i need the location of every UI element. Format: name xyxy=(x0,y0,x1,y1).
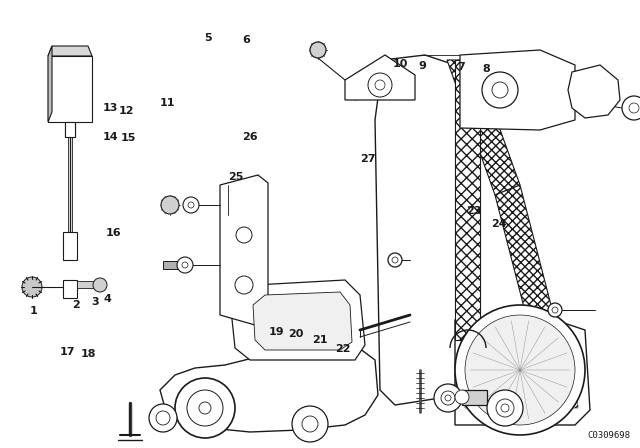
Polygon shape xyxy=(48,56,92,122)
Polygon shape xyxy=(465,326,578,408)
Circle shape xyxy=(161,196,179,214)
Circle shape xyxy=(375,80,385,90)
Text: 14: 14 xyxy=(102,132,118,142)
Circle shape xyxy=(455,305,585,435)
Text: 3: 3 xyxy=(91,297,99,306)
Text: 11: 11 xyxy=(160,98,175,108)
Polygon shape xyxy=(568,65,620,118)
Circle shape xyxy=(622,96,640,120)
Circle shape xyxy=(501,404,509,412)
Text: 9: 9 xyxy=(419,61,426,71)
Text: 24: 24 xyxy=(492,219,507,229)
Text: 1: 1 xyxy=(29,306,37,316)
Circle shape xyxy=(445,395,451,401)
Polygon shape xyxy=(495,185,560,350)
Circle shape xyxy=(629,103,639,113)
Text: 23: 23 xyxy=(466,206,481,215)
Polygon shape xyxy=(253,292,352,350)
Circle shape xyxy=(182,262,188,268)
Bar xyxy=(77,281,97,288)
Circle shape xyxy=(188,202,194,208)
Text: 7: 7 xyxy=(457,62,465,72)
Text: 27: 27 xyxy=(360,154,376,164)
Circle shape xyxy=(465,315,575,425)
Circle shape xyxy=(441,391,455,405)
Text: 18: 18 xyxy=(81,349,96,359)
Circle shape xyxy=(482,72,518,108)
Circle shape xyxy=(392,257,398,263)
Polygon shape xyxy=(375,55,460,405)
Text: 17: 17 xyxy=(60,347,75,357)
Circle shape xyxy=(68,242,74,248)
Circle shape xyxy=(487,390,523,426)
Polygon shape xyxy=(63,232,77,260)
Text: 19: 19 xyxy=(269,327,284,336)
Polygon shape xyxy=(447,60,520,195)
Circle shape xyxy=(548,303,562,317)
Circle shape xyxy=(183,197,199,213)
Text: 5: 5 xyxy=(204,33,212,43)
Polygon shape xyxy=(455,315,590,425)
Circle shape xyxy=(177,257,193,273)
Circle shape xyxy=(156,411,170,425)
Circle shape xyxy=(67,285,74,293)
Circle shape xyxy=(93,278,107,292)
Polygon shape xyxy=(230,280,365,360)
Text: 2: 2 xyxy=(72,300,79,310)
Circle shape xyxy=(388,253,402,267)
Circle shape xyxy=(492,82,508,98)
Text: 25: 25 xyxy=(228,172,243,182)
Polygon shape xyxy=(48,46,92,56)
Polygon shape xyxy=(220,175,268,325)
Circle shape xyxy=(310,42,326,58)
Text: 15: 15 xyxy=(120,133,136,143)
Circle shape xyxy=(235,276,253,294)
Text: C0309698: C0309698 xyxy=(587,431,630,440)
Circle shape xyxy=(496,399,514,417)
Circle shape xyxy=(292,406,328,442)
Polygon shape xyxy=(160,340,378,432)
Circle shape xyxy=(236,227,252,243)
Bar xyxy=(63,280,77,298)
Bar xyxy=(163,261,183,269)
Polygon shape xyxy=(65,122,75,137)
Polygon shape xyxy=(345,55,415,100)
Circle shape xyxy=(149,404,177,432)
Circle shape xyxy=(434,384,462,412)
Circle shape xyxy=(187,390,223,426)
Circle shape xyxy=(175,378,235,438)
Text: 6: 6 xyxy=(243,35,250,45)
Bar xyxy=(462,390,487,405)
Circle shape xyxy=(302,416,318,432)
Text: 16: 16 xyxy=(106,228,122,238)
Text: 13: 13 xyxy=(102,103,118,113)
Circle shape xyxy=(455,390,469,404)
Text: 12: 12 xyxy=(119,106,134,116)
Text: 8: 8 xyxy=(483,65,490,74)
Text: 20: 20 xyxy=(288,329,303,339)
Circle shape xyxy=(22,277,42,297)
Text: 26: 26 xyxy=(242,132,257,142)
Circle shape xyxy=(368,73,392,97)
Circle shape xyxy=(552,307,558,313)
Circle shape xyxy=(199,402,211,414)
Text: 21: 21 xyxy=(312,336,328,345)
Polygon shape xyxy=(460,50,575,130)
Text: 10: 10 xyxy=(392,59,408,69)
Text: 4: 4 xyxy=(104,294,111,304)
Polygon shape xyxy=(455,60,480,340)
Polygon shape xyxy=(48,46,52,122)
Text: 22: 22 xyxy=(335,344,350,353)
